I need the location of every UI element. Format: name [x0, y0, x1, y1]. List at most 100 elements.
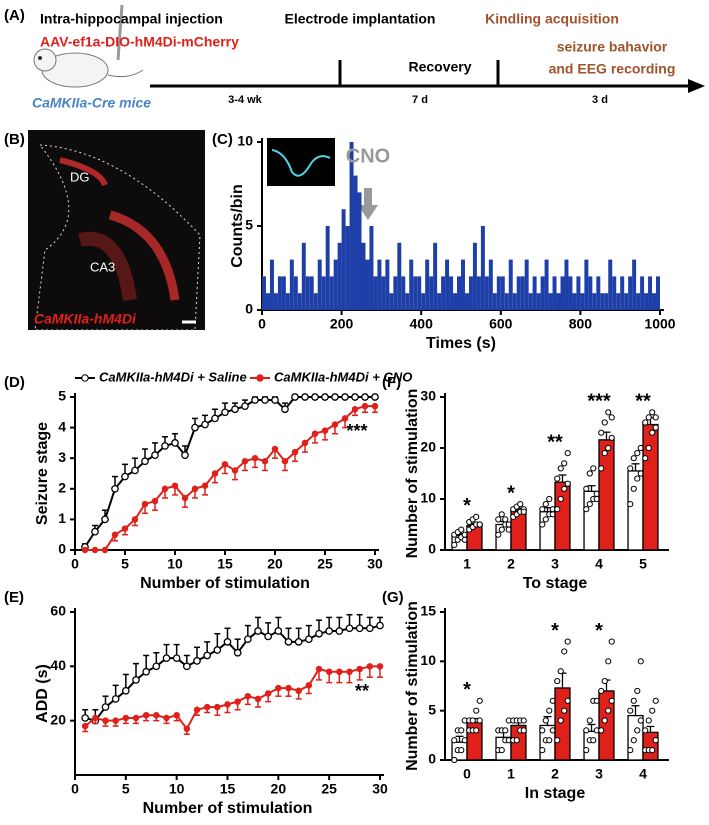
hist-bar: [433, 242, 438, 310]
point: [371, 393, 379, 401]
data-point: [645, 444, 652, 452]
point: [111, 695, 120, 703]
hist-bar: [285, 293, 290, 310]
point: [153, 711, 160, 719]
data-point: [546, 495, 553, 503]
data-point: [605, 658, 612, 665]
data-point: [564, 697, 571, 704]
x-tick-label: 10: [167, 556, 183, 572]
hist-bar: [484, 276, 489, 310]
point: [301, 393, 309, 401]
hist-bar: [421, 293, 426, 310]
timeline-text: Recovery: [408, 59, 471, 75]
point: [224, 701, 231, 708]
point: [361, 393, 369, 401]
hist-bar: [480, 226, 485, 310]
point: [193, 657, 201, 665]
data-point: [652, 737, 659, 744]
point: [211, 414, 219, 423]
hist-bar: [472, 242, 477, 310]
hist-bar: [540, 276, 545, 310]
point: [311, 430, 319, 437]
hist-bar: [536, 293, 541, 310]
point: [261, 396, 269, 404]
hist-bar: [508, 259, 513, 310]
data-point: [601, 419, 608, 426]
hist-bar: [532, 276, 537, 310]
point: [371, 402, 379, 410]
hist-bar: [461, 259, 465, 310]
data-point: [634, 475, 641, 482]
point: [231, 467, 239, 474]
data-point: [598, 429, 605, 436]
significance: **: [547, 431, 563, 453]
point: [201, 420, 209, 429]
point: [191, 423, 199, 432]
point: [203, 651, 212, 660]
hist-bar: [281, 276, 286, 310]
point: [251, 454, 259, 462]
data-point: [546, 737, 553, 744]
panel-label: (F): [382, 374, 401, 391]
point: [172, 654, 181, 663]
annotation: ***: [346, 421, 367, 441]
point: [264, 632, 273, 641]
bar: [642, 423, 659, 551]
hist-bar: [337, 242, 342, 310]
data-point: [583, 747, 590, 754]
data-point: [605, 444, 612, 452]
y-tick-label: 4: [58, 418, 66, 434]
point: [346, 668, 353, 676]
point: [161, 485, 169, 493]
point: [325, 668, 333, 676]
point: [295, 687, 302, 695]
hist-bar: [273, 293, 278, 310]
timeline-text: 3 d: [592, 94, 608, 106]
point: [141, 457, 149, 466]
hist-bar: [389, 293, 394, 310]
hist-bar: [441, 276, 446, 310]
bar: [627, 470, 644, 551]
timeline-text: Intra-hippocampal injection: [40, 11, 223, 27]
significance: *: [463, 679, 471, 701]
data-point: [539, 727, 546, 734]
data-point: [473, 707, 480, 714]
data-point: [627, 747, 634, 754]
data-point: [554, 677, 561, 685]
point: [91, 546, 99, 554]
point: [181, 494, 189, 502]
point: [376, 621, 384, 630]
x-tick-label: 1: [507, 766, 515, 782]
data-point: [583, 727, 590, 734]
point: [213, 646, 222, 654]
hist-bar: [588, 276, 593, 310]
hist-bar: [644, 293, 649, 310]
x-axis-title: To stage: [523, 575, 588, 592]
point: [182, 662, 191, 671]
significance: *: [595, 620, 603, 642]
data-point: [539, 506, 546, 513]
hist-bar: [496, 276, 501, 310]
point: [345, 624, 354, 633]
data-point: [502, 516, 509, 523]
y-tick-label: 40: [50, 657, 66, 673]
hist-bar: [305, 276, 310, 310]
hist-bar: [277, 276, 282, 310]
point: [291, 393, 299, 401]
y-tick-label: 60: [50, 603, 66, 619]
hist-bar: [640, 276, 645, 310]
hist-bar: [504, 293, 509, 310]
data-point: [476, 521, 483, 528]
hist-bar: [301, 242, 306, 310]
hist-bar: [492, 293, 497, 310]
y-tick-label: 10: [420, 652, 436, 668]
x-tick-label: 25: [321, 781, 337, 797]
x-tick-label: 20: [267, 556, 283, 572]
point: [341, 393, 349, 401]
data-point: [634, 450, 641, 457]
data-point: [590, 737, 597, 744]
data-point: [583, 485, 590, 492]
hist-bar: [652, 293, 657, 310]
bar: [598, 439, 615, 551]
x-tick-label: 3: [551, 556, 559, 572]
